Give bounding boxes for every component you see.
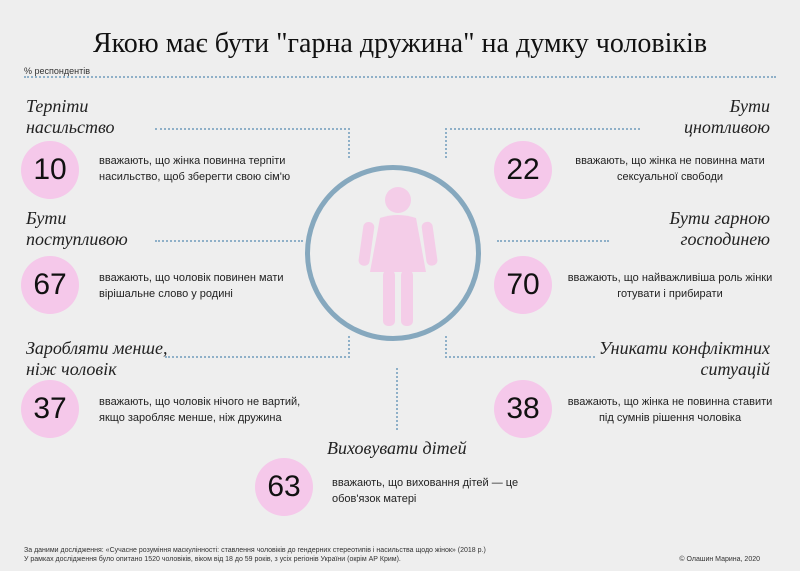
source-line: За даними дослідження: «Сучасне розумінн… xyxy=(24,547,486,554)
desc-line: вважають, що чоловік повинен мати xyxy=(99,272,284,284)
heading-chaste: Бути цнотливою xyxy=(684,96,770,138)
unit-label: % респондентів xyxy=(24,66,90,76)
value-circle-chaste: 22 xyxy=(494,141,552,199)
heading-line: Терпіти xyxy=(26,96,89,116)
connector-line xyxy=(348,128,350,158)
desc-children: вважають, що виховання дітей — це обов'я… xyxy=(332,475,518,507)
heading-children: Виховувати дітей xyxy=(327,438,467,458)
desc-line: вважають, що чоловік нічого не вартий, xyxy=(99,396,301,408)
connector-line xyxy=(445,356,595,358)
heading-line: Уникати конфліктних xyxy=(598,338,770,358)
connector-line xyxy=(396,368,398,430)
heading-line: насильство xyxy=(26,117,115,137)
heading-obedient: Бути поступливою xyxy=(26,208,128,250)
desc-line: обов'язок матері xyxy=(332,493,417,505)
desc-earn-less: вважають, що чоловік нічого не вартий, я… xyxy=(99,394,300,426)
heading-line: цнотливою xyxy=(683,117,770,137)
desc-line: якщо заробляє менше, ніж дружина xyxy=(99,412,282,424)
heading-line: Бути xyxy=(729,96,770,116)
connector-line xyxy=(155,128,350,130)
value-circle-children: 63 xyxy=(255,458,313,516)
desc-violence: вважають, що жінка повинна терпіти насил… xyxy=(99,153,290,185)
connector-line xyxy=(155,240,303,242)
value-circle-violence: 10 xyxy=(21,141,79,199)
title-divider xyxy=(24,76,776,78)
center-circle xyxy=(305,165,481,341)
desc-no-conflict: вважають, що жінка не повинна ставити пі… xyxy=(564,394,776,426)
heading-line: Бути гарною xyxy=(669,208,770,228)
woman-figure-icon xyxy=(358,187,438,326)
desc-line: готувати і прибирати xyxy=(617,288,723,300)
desc-line: сексуальної свободи xyxy=(616,171,724,183)
source-note: За даними дослідження: «Сучасне розумінн… xyxy=(24,546,486,564)
desc-chaste: вважають, що жінка не повинна мати сексу… xyxy=(564,153,776,185)
desc-housewife: вважають, що найважливіша роль жінки гот… xyxy=(564,270,776,302)
value-circle-obedient: 67 xyxy=(21,256,79,314)
heading-line: Бути xyxy=(26,208,67,228)
heading-violence: Терпіти насильство xyxy=(26,96,115,138)
desc-line: вважають, що виховання дітей — це xyxy=(332,477,519,489)
desc-obedient: вважають, що чоловік повинен мати віріша… xyxy=(99,270,284,302)
heading-housewife: Бути гарною господинею xyxy=(669,208,770,250)
heading-line: ніж чоловік xyxy=(26,359,117,379)
desc-line: вважають, що жінка повинна терпіти xyxy=(99,155,286,167)
heading-line: ситуацій xyxy=(700,359,770,379)
connector-line xyxy=(497,240,609,242)
desc-line: вважають, що жінка не повинна мати xyxy=(575,155,765,167)
source-line: У рамках дослідження було опитано 1520 ч… xyxy=(24,556,401,563)
value-circle-no-conflict: 38 xyxy=(494,380,552,438)
heading-line: поступливою xyxy=(26,229,128,249)
connector-line xyxy=(445,336,447,358)
heading-earn-less: Заробляти менше, ніж чоловік xyxy=(26,338,167,380)
desc-line: вірішальне слово у родині xyxy=(99,288,233,300)
connector-line xyxy=(165,356,350,358)
heading-line: Заробляти менше, xyxy=(26,338,168,358)
page-title: Якою має бути "гарна дружина" на думку ч… xyxy=(92,28,708,59)
desc-line: вважають, що найважливіша роль жінки xyxy=(567,272,773,284)
connector-line xyxy=(348,336,350,358)
connector-line xyxy=(445,128,640,130)
heading-no-conflict: Уникати конфліктних ситуацій xyxy=(599,338,770,380)
copyright: © Олашин Марина, 2020 xyxy=(679,556,760,563)
connector-line xyxy=(445,128,447,158)
value-circle-earn-less: 37 xyxy=(21,380,79,438)
desc-line: під сумнів рішення чоловіка xyxy=(598,412,742,424)
desc-line: вважають, що жінка не повинна ставити xyxy=(567,396,773,408)
heading-line: господинею xyxy=(680,229,771,249)
value-circle-housewife: 70 xyxy=(494,256,552,314)
desc-line: насильство, щоб зберегти свою сім'ю xyxy=(99,171,291,183)
